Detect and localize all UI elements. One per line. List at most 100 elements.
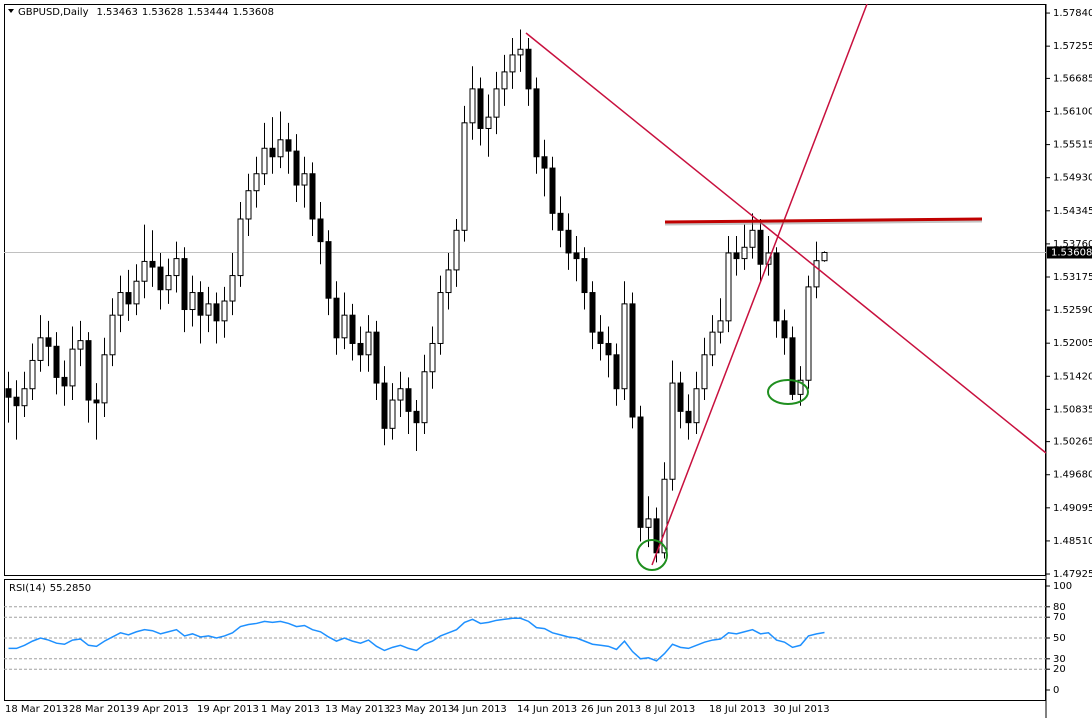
menu-triangle[interactable] xyxy=(8,9,14,13)
candle-body xyxy=(757,229,764,265)
candle-body xyxy=(325,241,332,299)
y-tick-label: 1.49095 xyxy=(1053,503,1092,514)
candle-body xyxy=(685,410,692,424)
candle-body xyxy=(341,314,348,339)
candle-body xyxy=(165,275,172,291)
current-price-label: 1.53608 xyxy=(1051,247,1092,258)
candle-body xyxy=(381,382,388,429)
current-price-box xyxy=(1047,246,1092,259)
open-value: 1.53463 xyxy=(97,7,138,18)
candle-body xyxy=(397,388,404,401)
candle-body xyxy=(493,88,500,118)
resistance-line xyxy=(664,217,983,224)
candle-body xyxy=(149,260,156,268)
candle-body xyxy=(557,212,564,231)
candle-body xyxy=(373,331,380,384)
y-tick-label: 1.54930 xyxy=(1053,173,1092,184)
close-value: 1.53608 xyxy=(233,7,274,18)
x-tick-label: 8 Jul 2013 xyxy=(645,704,695,715)
candle-body xyxy=(709,331,716,356)
candle-body xyxy=(749,229,756,248)
y-tick-label: 1.57255 xyxy=(1053,41,1092,52)
line-shadow xyxy=(664,219,983,226)
candle-body xyxy=(173,258,180,277)
candle-body xyxy=(693,388,700,424)
candle-body xyxy=(637,416,644,528)
candle-body xyxy=(437,292,444,344)
candle-body xyxy=(789,337,796,395)
x-tick-label: 23 May 2013 xyxy=(389,704,454,715)
rsi-y-tick-label: 70 xyxy=(1053,612,1066,623)
trend-drawings xyxy=(525,4,1046,571)
candle-body xyxy=(37,337,44,361)
candle-body xyxy=(661,478,668,554)
candle-body xyxy=(525,48,532,90)
candle-body xyxy=(245,190,252,220)
rsi-y-tick-label: 80 xyxy=(1053,602,1066,613)
candle-body xyxy=(181,258,188,311)
candle-body xyxy=(453,229,460,271)
candle-body xyxy=(157,266,164,291)
candle-body xyxy=(317,218,324,243)
y-tick-label: 1.51420 xyxy=(1053,371,1092,382)
candle-body xyxy=(93,399,100,404)
candle-body xyxy=(549,167,556,214)
candle-body xyxy=(309,173,316,220)
candle-body xyxy=(277,139,284,158)
candle-body xyxy=(133,280,140,305)
candle-body xyxy=(613,354,620,390)
rsi-y-tick-label: 100 xyxy=(1053,581,1072,592)
candle-body xyxy=(221,300,228,322)
y-tick-label: 1.56685 xyxy=(1053,73,1092,84)
candle-body xyxy=(509,54,516,73)
candle-body xyxy=(413,410,420,424)
candle-body xyxy=(445,269,452,294)
candle-body xyxy=(517,48,524,56)
x-tick-label: 1 May 2013 xyxy=(261,704,320,715)
y-tick-label: 1.53760 xyxy=(1053,239,1092,250)
candle-body xyxy=(61,376,68,387)
candle-body xyxy=(101,354,108,404)
candle-body xyxy=(69,348,76,387)
candle-body xyxy=(565,229,572,254)
candle-body xyxy=(773,252,780,322)
candle-body xyxy=(741,246,748,260)
candle-body xyxy=(405,388,412,412)
candle-body xyxy=(645,518,652,528)
candle-body xyxy=(53,345,60,378)
rsi-header: RSI(14) 55.2850 xyxy=(9,583,91,594)
candle-body xyxy=(589,292,596,333)
rsi-y-tick-label: 0 xyxy=(1053,685,1059,696)
y-tick-label: 1.47925 xyxy=(1053,569,1092,580)
x-tick-label: 18 Mar 2013 xyxy=(5,704,68,715)
candle-body xyxy=(365,331,372,356)
candle-body xyxy=(197,292,204,316)
candle-body xyxy=(501,71,508,90)
candle-body xyxy=(581,258,588,294)
candle-body xyxy=(85,340,92,401)
candle-body xyxy=(77,340,84,350)
candle-body xyxy=(605,342,612,356)
candle-body xyxy=(205,303,212,316)
x-tick-label: 28 Mar 2013 xyxy=(69,704,132,715)
candle-body xyxy=(141,260,148,282)
x-tick-label: 14 Jun 2013 xyxy=(517,704,577,715)
candle-body xyxy=(781,320,788,339)
candle-body xyxy=(5,388,12,398)
y-tick-label: 1.48510 xyxy=(1053,536,1092,547)
candle-body xyxy=(477,88,484,129)
candle-body xyxy=(357,342,364,356)
y-tick-label: 1.52005 xyxy=(1053,338,1092,349)
candle-body xyxy=(733,252,740,260)
candle-body xyxy=(21,388,28,407)
y-tick-label: 1.52590 xyxy=(1053,305,1092,316)
candle-body xyxy=(677,382,684,412)
candle-body xyxy=(285,139,292,152)
candle-body xyxy=(389,399,396,429)
symbol: GBPUSD,Daily xyxy=(18,7,89,18)
candle-body xyxy=(189,292,196,311)
rsi-y-tick-label: 50 xyxy=(1053,633,1066,644)
candle-body xyxy=(237,218,244,277)
candle-body xyxy=(541,156,548,169)
